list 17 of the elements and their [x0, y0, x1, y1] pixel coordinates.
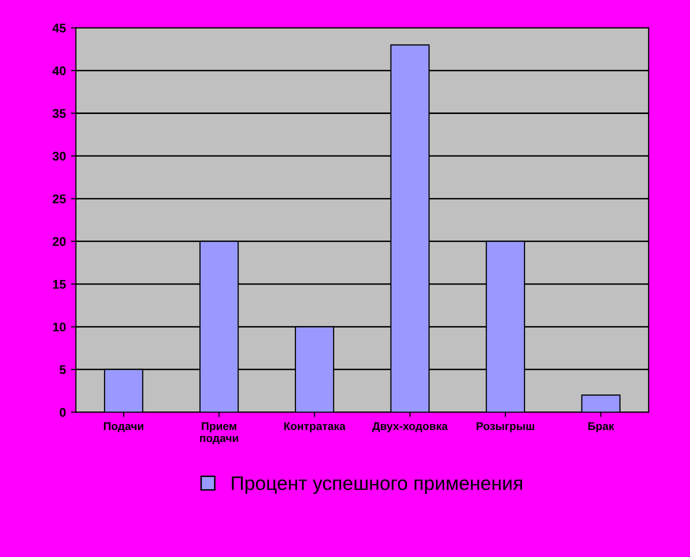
y-tick-label: 10 [53, 322, 66, 332]
x-tick-label: Двух-ходовка [372, 422, 448, 432]
y-tick-label: 45 [52, 24, 66, 32]
y-tick-label: 0 [60, 408, 66, 417]
y-tick-label: 15 [53, 280, 66, 289]
legend-label: Процент успешного применения [232, 476, 522, 494]
x-tick-label: Розыгрыш [476, 422, 534, 432]
y-tick-label: 40 [52, 66, 66, 76]
y-tick-label: 20 [52, 237, 66, 246]
y-tick-label: 30 [52, 152, 66, 161]
x-tick-label: Подачи [104, 422, 144, 432]
y-tick-label: 5 [60, 365, 66, 374]
y-tick-label: 25 [52, 194, 66, 204]
x-tick-label: Контратака [284, 422, 346, 432]
y-tick-label: 35 [52, 109, 66, 118]
x-tick-label: Брак [588, 422, 614, 432]
x-tick-label: Прием подачи [200, 422, 238, 444]
